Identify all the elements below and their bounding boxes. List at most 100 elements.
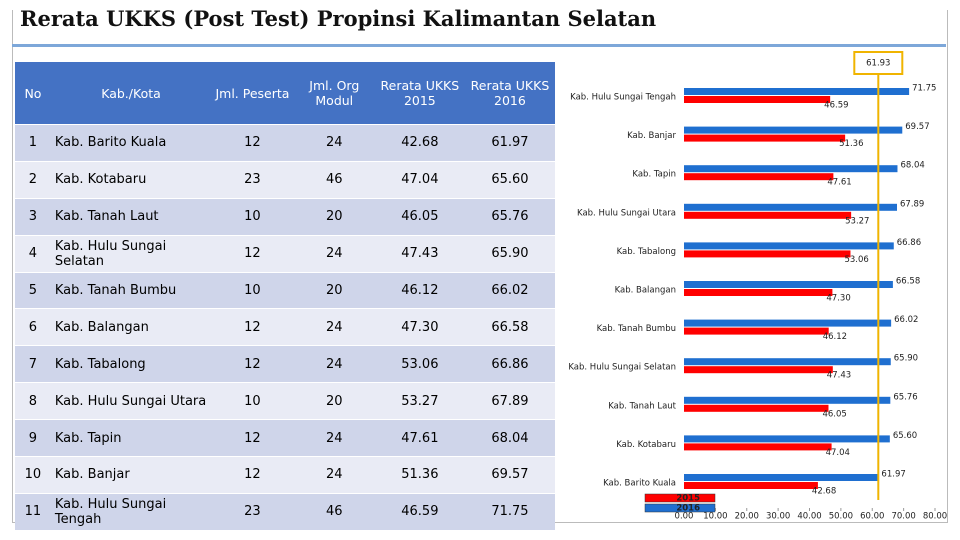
value-label: 69.57: [905, 122, 929, 132]
table-cell: 4: [15, 234, 51, 273]
x-tick-label: 60.00: [860, 512, 884, 522]
bar: [684, 474, 879, 481]
bar: [684, 358, 891, 366]
table-cell: 67.89: [464, 382, 555, 420]
table-cell: 20: [293, 271, 375, 309]
table-cell: 51.36: [374, 456, 465, 494]
bar: [684, 327, 829, 335]
value-label: 71.75: [912, 84, 936, 94]
table-cell: 68.04: [464, 419, 555, 457]
table-row: 3 Kab. Tanah Laut 10 20 46.05 65.76: [15, 197, 555, 236]
table-cell: 42.68: [374, 124, 465, 162]
table-cell: 24: [293, 308, 375, 346]
value-label: 61.97: [881, 470, 905, 480]
table-cell: Kab. Banjar: [50, 456, 212, 494]
table-cell: 12: [211, 345, 294, 383]
table-cell: 12: [211, 308, 294, 346]
table-cell: Kab. Hulu Sungai Utara: [50, 382, 212, 420]
table-cell: 3: [15, 197, 51, 236]
table-cell: 24: [293, 345, 375, 383]
table-cell: Kab. Tanah Laut: [50, 197, 212, 236]
table-cell: 23: [211, 160, 294, 199]
value-label: 47.61: [827, 178, 851, 188]
bar: [684, 211, 852, 219]
column-header: Jml. Peserta: [211, 62, 294, 125]
table-cell: 65.76: [464, 197, 555, 236]
table-row: 1 Kab. Barito Kuala 12 24 42.68 61.97: [15, 124, 555, 162]
table-cell: 23: [211, 492, 294, 530]
title-rule: [12, 44, 946, 47]
table-cell: Kab. Tapin: [50, 419, 212, 457]
table-cell: 10: [211, 197, 294, 236]
table-cell: Kab. Tanah Bumbu: [50, 271, 212, 309]
column-header: Rerata UKKS 2015: [374, 62, 465, 125]
table-cell: 53.27: [374, 382, 465, 420]
bar: [684, 319, 892, 327]
bar: [684, 242, 894, 250]
bar: [684, 443, 832, 451]
table: No Kab./Kota Jml. Peserta Jml. Org Modul Rer…: [15, 62, 555, 530]
table-cell: 24: [293, 456, 375, 494]
bar: [684, 250, 851, 258]
value-label: 65.76: [893, 392, 917, 402]
bar: [684, 203, 898, 211]
column-header: No: [15, 62, 51, 125]
table-cell: 24: [293, 124, 375, 162]
table-cell: 10: [211, 382, 294, 420]
value-label: 65.60: [893, 431, 917, 441]
bar: [684, 88, 910, 95]
table-cell: 8: [15, 382, 51, 420]
x-tick-label: 10.00: [703, 512, 727, 522]
table-cell: 20: [293, 382, 375, 420]
bar: [684, 366, 833, 374]
category-label: Kab. Tabalong: [617, 247, 676, 257]
table-cell: Kab. Balangan: [50, 308, 212, 346]
value-label: 42.68: [812, 487, 836, 497]
table-row: 11 Kab. Hulu Sungai Tengah 23 46 46.59 71.75: [15, 492, 555, 530]
table-row: 4 Kab. Hulu Sungai Selatan 12 24 47.43 65.90: [15, 234, 555, 273]
table-row: 2 Kab. Kotabaru 23 46 47.04 65.60: [15, 160, 555, 199]
table-row: 10 Kab. Banjar 12 24 51.36 69.57: [15, 456, 555, 494]
value-label: 46.05: [822, 409, 846, 419]
table-cell: 2: [15, 160, 51, 199]
value-label: 51.36: [839, 139, 863, 149]
legend-label: 2016: [676, 504, 700, 514]
bar: [684, 289, 833, 296]
x-tick-label: 0.00: [675, 512, 694, 522]
category-label: Kab. Balangan: [615, 286, 676, 296]
value-label: 47.43: [827, 371, 851, 381]
value-label: 53.27: [845, 216, 869, 226]
value-label: 66.02: [894, 315, 918, 325]
value-label: 46.12: [823, 332, 847, 342]
category-label: Kab. Tanah Bumbu: [597, 324, 676, 334]
table-cell: 46.12: [374, 271, 465, 309]
table-cell: 20: [293, 197, 375, 236]
table-cell: 71.75: [464, 492, 555, 530]
value-label: 47.04: [826, 448, 850, 458]
x-tick-label: 80.00: [923, 512, 947, 522]
table-cell: 47.30: [374, 308, 465, 346]
bar: [684, 126, 903, 134]
value-label: 68.04: [900, 161, 924, 171]
legend-swatch: [644, 493, 716, 503]
column-header: Kab./Kota: [50, 62, 212, 125]
table-cell: 12: [211, 419, 294, 457]
column-header: Rerata UKKS 2016: [464, 62, 555, 125]
legend-label: 2015: [676, 494, 700, 504]
table-cell: Kab. Kotabaru: [50, 160, 212, 199]
category-label: Kab. Barito Kuala: [603, 479, 676, 489]
table-cell: 5: [15, 271, 51, 309]
bar: [684, 396, 891, 404]
category-label: Kab. Tapin: [632, 170, 676, 180]
x-tick-label: 20.00: [735, 512, 759, 522]
table-cell: 47.61: [374, 419, 465, 457]
category-label: Kab. Hulu Sungai Tengah: [570, 93, 676, 103]
table-cell: 1: [15, 124, 51, 162]
bar: [684, 173, 834, 181]
bar: [684, 482, 818, 489]
value-label: 53.06: [844, 255, 868, 265]
annotation-box: [853, 51, 904, 75]
x-tick-label: 40.00: [797, 512, 821, 522]
